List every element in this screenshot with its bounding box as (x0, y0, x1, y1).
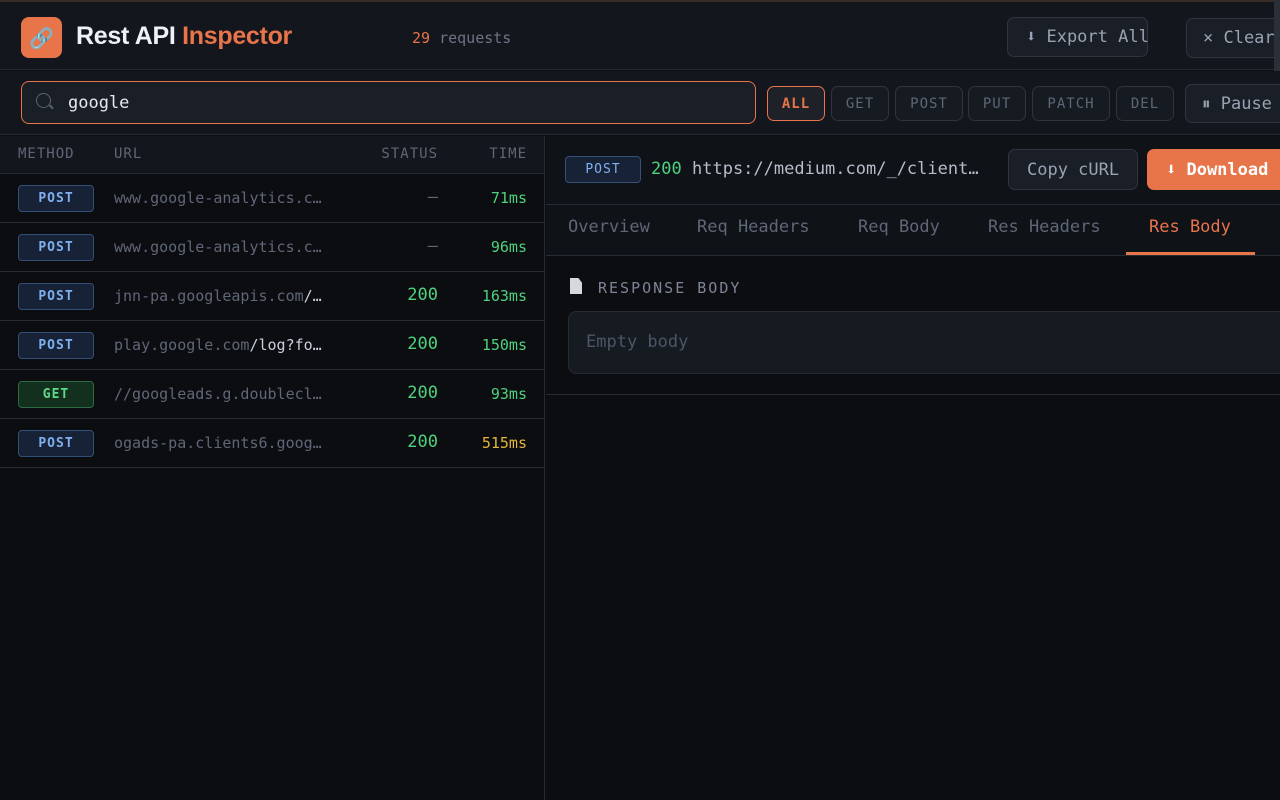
row-time: 96ms (490, 238, 527, 256)
detail-header: POST 200 https://medium.com/_/client… Co… (546, 136, 1280, 205)
title-part2: Inspector (182, 22, 292, 50)
table-row[interactable]: GET //googleads.g.doublecl… 200 93ms (0, 370, 544, 419)
detail-tabs: Overview Req Headers Req Body Res Header… (546, 205, 1280, 256)
search-icon (36, 93, 51, 108)
row-url: ogads-pa.clients6.goog… (114, 434, 322, 452)
tab-res-body[interactable]: Res Body (1149, 217, 1231, 237)
row-url: jnn-pa.googleapis.com/… (114, 287, 322, 305)
row-time: 515ms (481, 434, 527, 452)
col-url: URL (114, 146, 143, 162)
method-badge: POST (18, 283, 94, 310)
pause-button[interactable]: ⏸ Pause (1185, 84, 1280, 123)
list-header: METHOD URL STATUS TIME (0, 136, 544, 174)
row-time: 163ms (481, 287, 527, 305)
active-tab-indicator (1126, 252, 1255, 255)
count-label: requests (439, 29, 512, 47)
row-time: 150ms (481, 336, 527, 354)
row-status: — (427, 236, 438, 256)
section-title: RESPONSE BODY (598, 279, 742, 297)
row-url: play.google.com/log?fo… (114, 336, 322, 354)
detail-panel: POST 200 https://medium.com/_/client… Co… (546, 136, 1280, 800)
row-time: 93ms (490, 385, 527, 403)
count-number: 29 (412, 29, 431, 47)
tab-req-headers[interactable]: Req Headers (697, 217, 810, 237)
method-badge: GET (18, 381, 94, 408)
table-row[interactable]: POST ogads-pa.clients6.goog… 200 515ms (0, 419, 544, 468)
col-method: METHOD (18, 146, 75, 162)
method-badge: POST (565, 156, 641, 183)
method-badge: POST (18, 185, 94, 212)
download-button[interactable]: ⬇ Download (1147, 149, 1280, 190)
tab-overview[interactable]: Overview (568, 217, 650, 237)
tab-res-headers[interactable]: Res Headers (988, 217, 1101, 237)
row-status: 200 (407, 285, 438, 305)
filter-patch[interactable]: PATCH (1032, 86, 1110, 121)
url-host: play.google.com (114, 336, 250, 354)
row-status: 200 (407, 383, 438, 403)
row-url: www.google-analytics.c… (114, 238, 322, 256)
request-list: METHOD URL STATUS TIME POST www.google-a… (0, 136, 545, 800)
row-url: www.google-analytics.c… (114, 189, 322, 207)
filter-post[interactable]: POST (895, 86, 963, 121)
app-header: 🔗 Rest API Inspector 29 requests ⬇ Expor… (0, 0, 1280, 70)
toolbar: ALL GET POST PUT PATCH DEL ⏸ Pause (0, 71, 1280, 135)
filter-get[interactable]: GET (831, 86, 889, 121)
copy-curl-button[interactable]: Copy cURL (1008, 149, 1138, 190)
method-badge: POST (18, 332, 94, 359)
table-row[interactable]: POST www.google-analytics.c… — 71ms (0, 174, 544, 223)
filter-del[interactable]: DEL (1116, 86, 1174, 121)
url-host: www.google-analytics.c… (114, 238, 322, 256)
export-all-button[interactable]: ⬇ Export All (1007, 17, 1149, 57)
search-input[interactable] (68, 90, 728, 116)
table-row[interactable]: POST play.google.com/log?fo… 200 150ms (0, 321, 544, 370)
response-body: Empty body (568, 311, 1280, 374)
method-badge: POST (18, 430, 94, 457)
col-time: TIME (489, 146, 527, 162)
url-host: //googleads.g.doublecl… (114, 385, 322, 403)
col-status: STATUS (381, 146, 438, 162)
url-host: ogads-pa.clients6.goog… (114, 434, 322, 452)
row-url: //googleads.g.doublecl… (114, 385, 322, 403)
method-badge: POST (18, 234, 94, 261)
clear-button[interactable]: × Clear (1186, 18, 1280, 58)
table-row[interactable]: POST www.google-analytics.c… — 96ms (0, 223, 544, 272)
search-box[interactable] (21, 81, 756, 124)
title-part1: Rest API (76, 22, 176, 50)
document-icon (570, 278, 582, 294)
tab-req-body[interactable]: Req Body (858, 217, 940, 237)
app-title: Rest API Inspector (76, 22, 292, 51)
url-host: jnn-pa.googleapis.com (114, 287, 304, 305)
row-status: 200 (407, 432, 438, 452)
table-row[interactable]: POST jnn-pa.googleapis.com/… 200 163ms (0, 272, 544, 321)
row-status: 200 (407, 334, 438, 354)
request-count: 29 requests (412, 29, 511, 47)
status-code: 200 (651, 159, 682, 179)
row-status: — (427, 187, 438, 207)
url-host: www.google-analytics.c… (114, 189, 322, 207)
row-time: 71ms (490, 189, 527, 207)
scrollbar[interactable] (1274, 0, 1280, 135)
link-icon: 🔗 (21, 17, 62, 58)
filter-put[interactable]: PUT (968, 86, 1026, 121)
filter-all[interactable]: ALL (767, 86, 825, 121)
divider (546, 394, 1280, 395)
url-path: /log?fo… (249, 336, 322, 354)
url-path: /… (303, 287, 322, 305)
request-url: https://medium.com/_/client… (692, 159, 979, 179)
